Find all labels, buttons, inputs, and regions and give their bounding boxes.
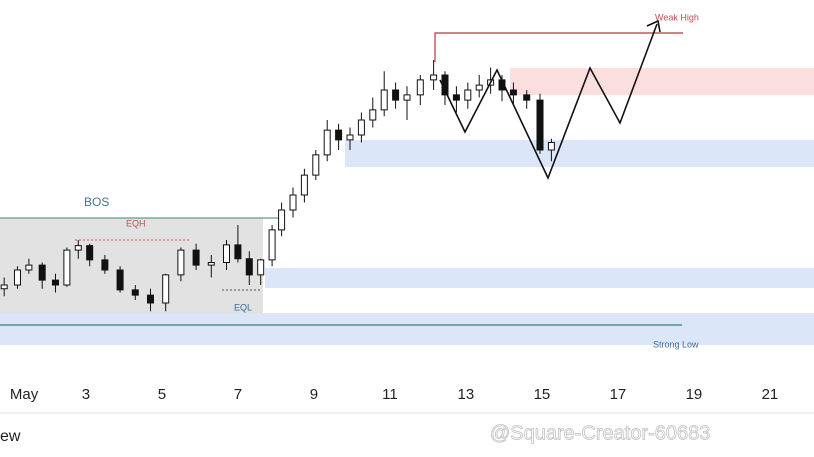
candle-body	[0, 284, 8, 290]
weak-high-line	[434, 32, 683, 62]
demand-zone	[345, 140, 814, 167]
candle-body	[323, 129, 331, 156]
candle-body	[207, 262, 215, 266]
candle-body	[475, 84, 483, 91]
demand-zone	[0, 313, 814, 345]
candle-body	[464, 89, 472, 101]
candle-body	[63, 249, 71, 286]
candle-body	[335, 129, 343, 141]
candle-body	[51, 279, 59, 286]
candle-body	[509, 89, 517, 96]
eql-label: EQL	[234, 302, 252, 312]
x-tick-label: 21	[762, 386, 779, 403]
candle-body	[192, 249, 200, 266]
strong-low-label: Strong Low	[653, 339, 699, 349]
projection-path	[439, 23, 658, 181]
candle-body	[162, 274, 170, 304]
candle-body	[523, 94, 531, 101]
candle-body	[278, 209, 286, 231]
candle-body	[245, 258, 253, 276]
candle-body	[257, 259, 265, 276]
x-tick-label: 15	[534, 386, 551, 403]
candle-body	[116, 269, 124, 291]
candle-body	[177, 249, 185, 276]
candle-body	[380, 89, 388, 111]
candle-body	[289, 194, 297, 211]
candle-body	[234, 244, 242, 260]
arrow-head	[646, 19, 661, 33]
candle-body	[300, 174, 308, 196]
candle-body	[13, 269, 21, 286]
supply-zone	[510, 68, 814, 95]
candle-body	[547, 142, 555, 151]
x-tick-label: 9	[310, 386, 318, 403]
x-tick-label: 13	[458, 386, 475, 403]
x-tick-label: 7	[234, 386, 242, 403]
eqh-label: EQH	[126, 218, 146, 228]
candle-body	[101, 259, 109, 271]
candle-body	[392, 89, 400, 101]
candle-body	[25, 264, 33, 271]
candle-body	[430, 74, 438, 81]
candle-body	[86, 245, 94, 261]
candle-body	[416, 79, 424, 96]
candle-body	[74, 245, 82, 251]
candle-body	[312, 154, 320, 176]
candle-body	[369, 109, 377, 121]
candle-body	[222, 244, 230, 263]
weak-high-label: Weak High	[655, 12, 699, 22]
watermark: @Square-Creator-60683	[490, 422, 710, 444]
candle-body	[131, 289, 139, 296]
x-tick-label: May	[10, 386, 39, 403]
candle-body	[146, 294, 154, 304]
candle-body	[403, 94, 411, 101]
candle-body	[268, 229, 276, 261]
bos-label: BOS	[84, 195, 109, 209]
x-tick-label: 11	[382, 386, 398, 403]
x-tick-label: 3	[82, 386, 90, 403]
candle-body	[536, 99, 544, 151]
footer-text: ew	[0, 428, 21, 445]
x-tick-label: 5	[158, 386, 166, 403]
candle-body	[452, 94, 460, 101]
candle-body	[346, 134, 354, 141]
candle-body	[357, 119, 365, 136]
x-tick-label: 17	[610, 386, 627, 403]
demand-zone	[265, 268, 814, 288]
x-tick-label: 19	[686, 386, 703, 403]
candle-body	[38, 264, 46, 281]
